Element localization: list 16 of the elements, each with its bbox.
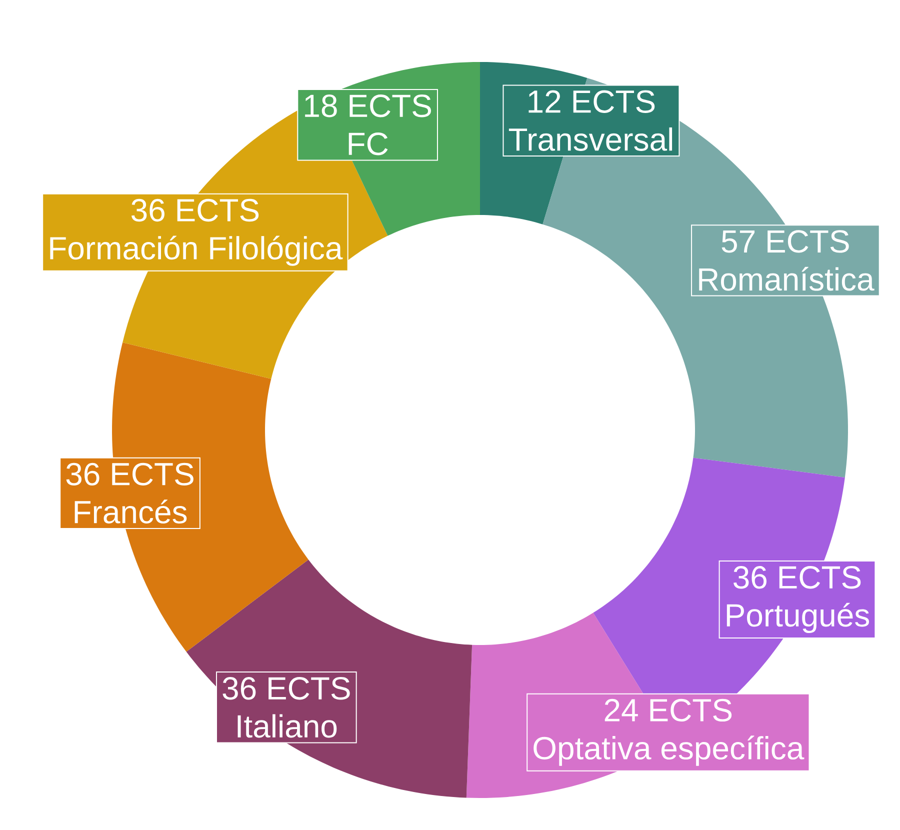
slice-label: Romanística (699, 266, 874, 291)
slice-label: Portugués (726, 602, 870, 634)
data-label: 18 ECTS (305, 94, 431, 118)
slice-label: Formación Filológica (50, 236, 343, 266)
data-label: 36 ECTS (734, 566, 861, 589)
data-label: 36 ECTS (132, 198, 259, 222)
data-label: 57 ECTS (722, 230, 849, 253)
data-label: 24 ECTS (604, 698, 732, 722)
data-label: 36 ECTS (66, 462, 194, 486)
slice-label: Francés (74, 500, 187, 524)
slice-label: FC (348, 132, 388, 156)
data-label: 36 ECTS (222, 677, 350, 700)
slice-label: Italiano (238, 714, 337, 738)
slice-label: Transversal (508, 127, 672, 151)
data-label: 12 ECTS (528, 90, 655, 113)
slice-label: Optativa específica (534, 736, 804, 766)
